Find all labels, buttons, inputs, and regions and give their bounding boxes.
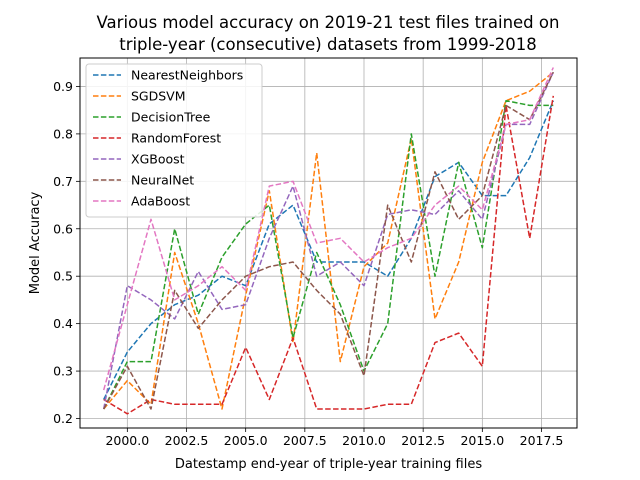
y-tick-label: 0.9 [53, 79, 73, 94]
y-tick-label: 0.2 [53, 411, 73, 426]
y-tick-label: 0.6 [53, 221, 73, 236]
x-tick-label: 2017.5 [520, 433, 564, 448]
series-line-neuralnet [103, 71, 554, 410]
x-tick-label: 2012.5 [401, 433, 445, 448]
chart-title-line-2: triple-year (consecutive) datasets from … [119, 35, 537, 54]
legend-label-adaboost: AdaBoost [131, 194, 190, 209]
y-tick-label: 0.3 [53, 364, 73, 379]
legend-label-xgboost: XGBoost [131, 152, 185, 167]
legend-label-nearestneighbors: NearestNeighbors [131, 68, 243, 83]
legend: NearestNeighbors SGDSVM DecisionTree Random… [85, 63, 263, 218]
plot-frame [79, 57, 578, 429]
legend-box [85, 63, 263, 218]
series-line-xgboost [102, 71, 554, 410]
x-tick-label: 2000.0 [105, 433, 149, 448]
legend-label-sgdsvm: SGDSVM [131, 89, 186, 104]
x-tick-label: 2015.0 [460, 433, 504, 448]
y-tick-label: 0.4 [53, 316, 73, 331]
x-tick-label: 2010.0 [342, 433, 386, 448]
y-tick-label: 0.5 [53, 269, 73, 284]
tick-layer: 2000.0 2002.5 2005.0 2007.5 2010.0 2012.5 2015… [53, 79, 563, 448]
x-axis-label: Datestamp end-year of triple-year traini… [175, 457, 483, 472]
series-line-sgdsvm [103, 71, 554, 410]
series-line-adaboost [102, 67, 554, 391]
x-tick-label: 2007.5 [283, 433, 327, 448]
y-axis-label: Model Accuracy [28, 191, 43, 294]
series-line-decisiontree [103, 99, 554, 410]
legend-label-randomforest: RandomForest [131, 131, 221, 146]
legend-label-decisiontree: DecisionTree [131, 110, 211, 125]
series-line-randomforest [103, 95, 555, 415]
y-tick-label: 0.8 [53, 126, 73, 141]
legend-label-neuralnet: NeuralNet [131, 173, 194, 188]
series-line-nearestneighbors [103, 100, 554, 400]
chart-title-line-1: Various model accuracy on 2019-21 test f… [97, 13, 560, 32]
series-layer [102, 67, 555, 415]
x-tick-label: 2002.5 [165, 433, 209, 448]
y-tick-label: 0.7 [53, 174, 73, 189]
x-tick-label: 2005.0 [224, 433, 268, 448]
